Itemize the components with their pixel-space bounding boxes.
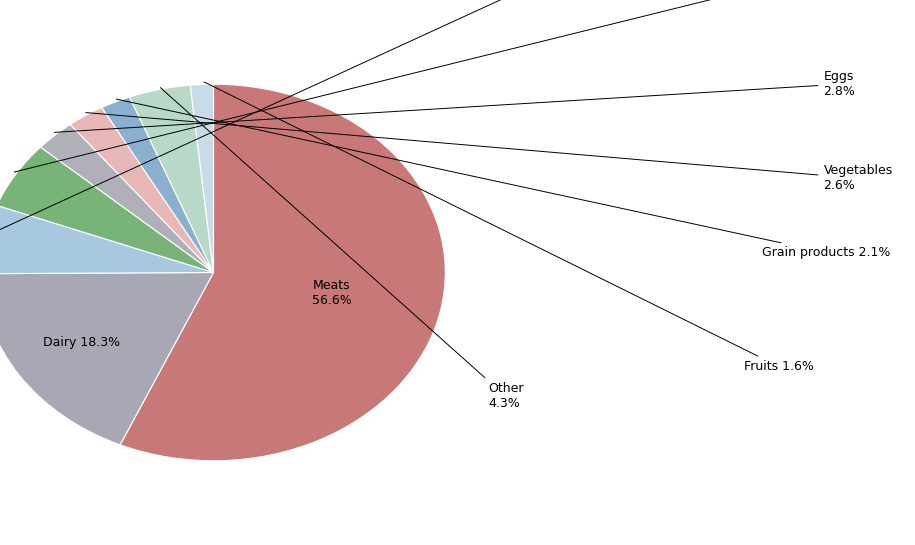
- Wedge shape: [0, 272, 213, 445]
- Text: Other
4.3%: Other 4.3%: [160, 88, 523, 410]
- Wedge shape: [130, 85, 213, 272]
- Text: Fruits 1.6%: Fruits 1.6%: [204, 82, 814, 373]
- Text: Vegetables
2.6%: Vegetables 2.6%: [86, 113, 893, 192]
- Wedge shape: [190, 84, 213, 272]
- Text: Beverages 5.9%: Beverages 5.9%: [0, 0, 908, 237]
- Wedge shape: [0, 205, 213, 274]
- Text: Dairy 18.3%: Dairy 18.3%: [43, 336, 120, 349]
- Text: Eggs
2.8%: Eggs 2.8%: [54, 70, 856, 132]
- Text: Fish and
Seafood
5.8%: Fish and Seafood 5.8%: [15, 0, 876, 172]
- Text: Grain products 2.1%: Grain products 2.1%: [116, 99, 891, 259]
- Wedge shape: [0, 147, 213, 272]
- Wedge shape: [40, 124, 213, 272]
- Wedge shape: [70, 107, 213, 272]
- Text: Meats
56.6%: Meats 56.6%: [312, 278, 351, 307]
- Wedge shape: [102, 97, 213, 272]
- Wedge shape: [120, 84, 446, 461]
